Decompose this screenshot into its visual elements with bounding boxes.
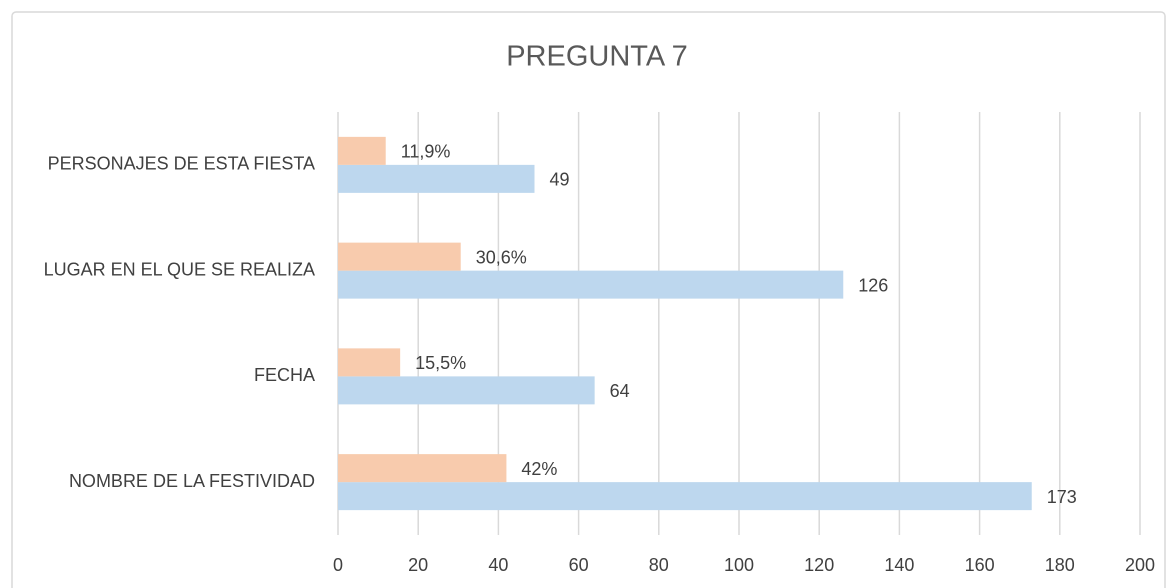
bar bbox=[338, 270, 844, 299]
y-tick-label: NOMBRE DE LA FESTIVIDAD bbox=[69, 471, 315, 491]
bar bbox=[338, 482, 1032, 511]
bar bbox=[338, 136, 386, 165]
x-tick-label: 40 bbox=[488, 555, 508, 575]
data-label: 126 bbox=[858, 275, 888, 295]
x-tick-label: 60 bbox=[569, 555, 589, 575]
chart-frame bbox=[11, 11, 1166, 588]
y-tick-label: PERSONAJES DE ESTA FIESTA bbox=[48, 154, 315, 174]
data-label: 64 bbox=[610, 381, 630, 401]
bar bbox=[338, 348, 401, 377]
x-tick-label: 100 bbox=[724, 555, 754, 575]
x-tick-label: 80 bbox=[649, 555, 669, 575]
x-tick-label: 20 bbox=[408, 555, 428, 575]
data-label: 173 bbox=[1047, 487, 1077, 507]
data-label: 11,9% bbox=[401, 142, 451, 162]
y-tick-label: FECHA bbox=[254, 365, 315, 385]
data-label: 30,6% bbox=[476, 247, 527, 267]
chart-title: PREGUNTA 7 bbox=[506, 41, 688, 73]
data-label: 49 bbox=[549, 170, 569, 190]
bar bbox=[338, 242, 461, 271]
y-tick-label: LUGAR EN EL QUE SE REALIZA bbox=[44, 259, 315, 279]
bar bbox=[338, 454, 507, 483]
x-tick-label: 0 bbox=[333, 555, 343, 575]
x-tick-label: 140 bbox=[884, 555, 914, 575]
x-tick-label: 200 bbox=[1125, 555, 1155, 575]
bar bbox=[338, 164, 535, 193]
x-tick-label: 120 bbox=[804, 555, 834, 575]
bar bbox=[338, 376, 595, 405]
x-tick-label: 180 bbox=[1045, 555, 1075, 575]
x-tick-label: 160 bbox=[965, 555, 995, 575]
data-label: 42% bbox=[521, 459, 557, 479]
data-label: 15,5% bbox=[415, 353, 466, 373]
